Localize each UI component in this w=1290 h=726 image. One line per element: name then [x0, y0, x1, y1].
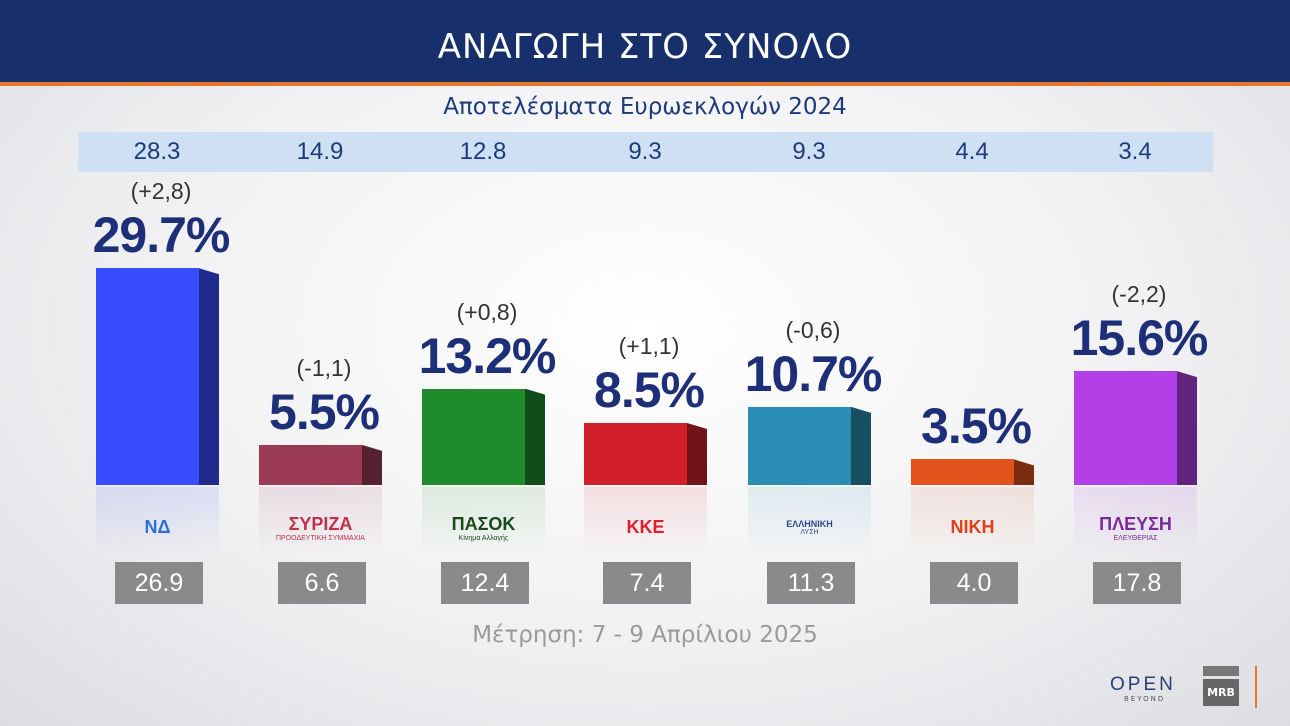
bar-front	[96, 268, 199, 485]
previous-measurement-value: 26.9	[115, 562, 203, 604]
value-label: 13.2%	[418, 327, 557, 384]
party-logo-subtext: ΠΡΟΟΔΕΥΤΙΚΗ ΣΥΜΜΑΧΙΑ	[276, 534, 365, 542]
party-logo-text: ΕΛΛΗΝΙΚΗ	[786, 519, 833, 529]
value-label: 29.7%	[92, 207, 231, 264]
value-label: 8.5%	[594, 361, 705, 418]
change-label: (+0,8)	[456, 298, 518, 325]
euro-2024-value: 12.8	[459, 138, 507, 165]
bar-reflection	[96, 487, 219, 557]
divider	[1255, 666, 1257, 708]
change-label: (+2,8)	[130, 178, 192, 205]
bar-side	[362, 444, 382, 485]
bar-side	[525, 388, 545, 485]
previous-measurement-value: 6.6	[278, 562, 366, 604]
value-label: 15.6%	[1070, 310, 1209, 367]
footer-date: Μέτρηση: 7 - 9 Απρίλιου 2025	[472, 622, 818, 648]
change-label: (+1,1)	[618, 332, 680, 359]
bar	[96, 268, 219, 485]
bar-front	[1074, 371, 1177, 485]
previous-measurement-value: 11.3	[767, 562, 855, 604]
bar-reflection	[422, 487, 545, 557]
previous-measurement-value: 4.0	[930, 562, 1018, 604]
bar-reflection	[259, 487, 382, 557]
bar	[259, 444, 382, 485]
party-logo: ΝΙΚΗ	[911, 505, 1034, 550]
change-label: (-1,1)	[296, 354, 352, 381]
party-logo-text: ΠΑΣΟΚ	[451, 513, 516, 534]
open-beyond-text: BEYOND	[1124, 695, 1166, 703]
bar	[422, 388, 545, 485]
euro-2024-value: 9.3	[628, 138, 662, 165]
bar-side	[1177, 371, 1197, 485]
previous-measurement-value: 7.4	[603, 562, 691, 604]
bar	[911, 459, 1034, 485]
bar-reflection	[911, 487, 1034, 557]
value-label: 3.5%	[921, 398, 1032, 455]
mrb-logo: MRB	[1203, 666, 1239, 706]
euro-2024-value: 4.4	[955, 138, 989, 165]
party-logo-text: ΚΚΕ	[626, 517, 665, 537]
party-logo-subtext: Κίνημα Αλλαγής	[458, 534, 509, 542]
party-logo: ΚΚΕ	[584, 505, 707, 550]
bar	[748, 406, 871, 485]
bar-side	[199, 268, 219, 485]
bar-front	[911, 459, 1014, 485]
value-label: 10.7%	[744, 345, 883, 402]
party-logo-text: ΝΔ	[144, 517, 171, 537]
previous-measurement-value: 17.8	[1093, 562, 1181, 604]
bar-side	[1014, 459, 1034, 485]
bar-reflection	[748, 487, 871, 557]
header-bar: ΑΝΑΓΩΓΗ ΣΤΟ ΣΥΝΟΛΟ	[0, 0, 1290, 82]
change-label: (-0,6)	[785, 316, 841, 343]
party-logo-text: ΠΛΕΥΣΗ	[1099, 513, 1172, 534]
bar-front	[259, 444, 362, 485]
bar-reflection	[1074, 487, 1197, 557]
bar-reflection	[584, 487, 707, 557]
party-logo-text: ΝΙΚΗ	[950, 517, 995, 537]
accent-line	[0, 82, 1290, 86]
open-logo: OPEN	[1110, 674, 1176, 695]
euro-2024-value: 9.3	[792, 138, 826, 165]
chart-title: ΑΝΑΓΩΓΗ ΣΤΟ ΣΥΝΟΛΟ	[437, 27, 853, 67]
previous-measurement-value: 12.4	[441, 562, 529, 604]
party-logo: ΕΛΛΗΝΙΚΗ ΛΥΣΗ	[748, 505, 871, 550]
party-logo: ΠΑΣΟΚ Κίνημα Αλλαγής	[422, 505, 545, 550]
party-logo-subtext: ΕΛΕΥΘΕΡΙΑΣ	[1113, 534, 1158, 542]
party-logo: ΠΛΕΥΣΗ ΕΛΕΥΘΕΡΙΑΣ	[1074, 505, 1197, 550]
bar-side	[851, 406, 871, 485]
subtitle: Αποτελέσματα Ευρωεκλογών 2024	[443, 94, 847, 120]
euro-2024-value: 3.4	[1118, 138, 1152, 165]
party-logo-subtext: ΛΥΣΗ	[800, 529, 819, 536]
value-label: 5.5%	[269, 383, 380, 440]
party-logo: ΣΥΡΙΖΑ ΠΡΟΟΔΕΥΤΙΚΗ ΣΥΜΜΑΧΙΑ	[259, 505, 382, 550]
bar	[584, 422, 707, 485]
bar-front	[422, 388, 525, 485]
party-logo-text: ΣΥΡΙΖΑ	[288, 513, 353, 534]
change-label: (-2,2)	[1111, 281, 1167, 308]
bar	[1074, 371, 1197, 485]
euro-2024-value: 28.3	[133, 138, 181, 165]
party-logo: ΝΔ	[96, 505, 219, 550]
bar-front	[584, 422, 687, 485]
bar-side	[687, 422, 707, 485]
euro-2024-value: 14.9	[296, 138, 344, 165]
bar-front	[748, 406, 851, 485]
euro-2024-band	[78, 132, 1213, 172]
